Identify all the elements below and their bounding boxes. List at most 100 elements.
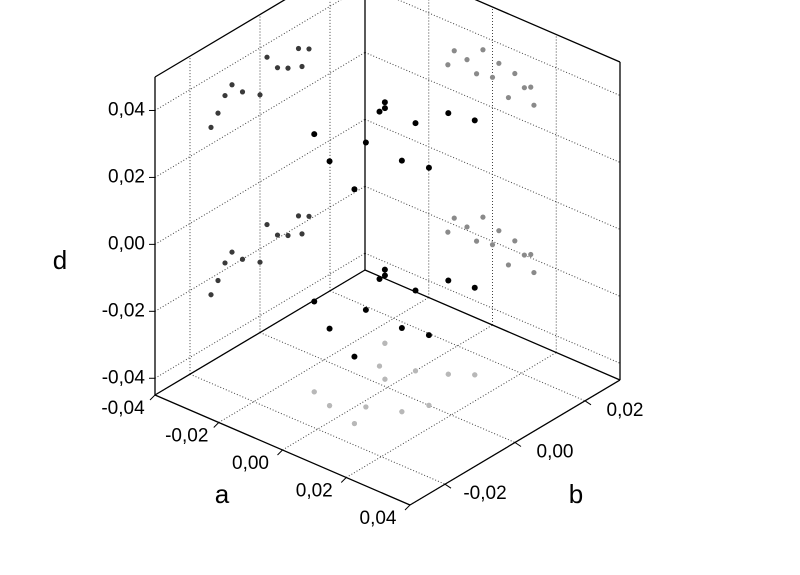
left-wall-projection [306, 213, 312, 219]
right-wall-projection [464, 57, 470, 63]
floor-projection [351, 420, 358, 427]
point [376, 108, 383, 115]
left-wall-projection [229, 82, 235, 88]
left-wall-projection [229, 249, 235, 255]
point [445, 110, 452, 117]
tick-mark [514, 442, 522, 447]
right-wall-projection [445, 229, 451, 235]
right-wall-projection [480, 47, 486, 53]
box-edge [154, 0, 286, 78]
tick-mark [213, 422, 220, 428]
point [471, 284, 478, 291]
right-wall-projection [505, 262, 512, 268]
point [381, 105, 388, 112]
right-wall-projection [521, 85, 527, 91]
right-wall-projection [528, 251, 534, 258]
right-wall-projection [464, 224, 470, 230]
tick-mark [149, 394, 156, 401]
y-tick-label: 0,02 [607, 400, 644, 421]
box-edge [154, 269, 366, 396]
point [351, 353, 358, 360]
left-wall-projection [208, 124, 214, 130]
right-wall-projection [473, 238, 480, 244]
point [471, 117, 478, 124]
grid-line [364, 185, 621, 297]
z-tick-label: 0,04 [108, 99, 145, 120]
floor-projection [326, 403, 333, 409]
z-tick-label: -0,04 [102, 367, 146, 388]
point [381, 272, 388, 279]
left-wall-projection [239, 89, 246, 95]
tick-mark [444, 483, 452, 489]
right-wall-projection [480, 214, 486, 220]
floor-projection [445, 371, 451, 377]
left-wall-projection [285, 232, 291, 239]
tick-mark [584, 400, 592, 406]
right-wall-projection [521, 252, 527, 258]
right-wall-projection [505, 94, 512, 101]
z-tick-label: 0,00 [108, 233, 145, 254]
z-tick-label: 0,02 [108, 166, 145, 187]
point [381, 266, 388, 273]
x-tick-label: 0,04 [360, 508, 397, 529]
point [398, 157, 405, 164]
floor-projection [426, 402, 432, 408]
point [425, 332, 432, 339]
left-wall-projection [264, 221, 270, 228]
left-wall-projection [208, 292, 214, 298]
left-wall-projection [285, 65, 291, 71]
point [445, 277, 452, 284]
point [351, 186, 358, 193]
left-wall-projection [274, 65, 281, 71]
x-tick-label: -0,02 [165, 426, 208, 447]
point [412, 120, 419, 127]
right-wall-projection [496, 228, 502, 234]
right-wall-projection [512, 70, 518, 77]
tick-mark [404, 504, 411, 511]
point [398, 324, 405, 331]
floor-projection [382, 376, 388, 382]
floor-projection [311, 389, 317, 395]
right-wall-projection [512, 238, 518, 244]
floor-projection [363, 404, 369, 410]
point [425, 164, 432, 171]
left-wall-projection [239, 256, 246, 262]
point [311, 298, 318, 305]
right-wall-projection [531, 269, 537, 276]
left-wall-projection [295, 213, 302, 219]
left-wall-projection [264, 54, 270, 60]
grid-line [364, 51, 621, 163]
right-wall-projection [451, 215, 457, 221]
right-wall-projection [489, 74, 496, 80]
grid-line [364, 252, 621, 364]
left-wall-projection [257, 259, 263, 265]
x-tick-label: 0,00 [232, 453, 269, 474]
x-axis-title: a [215, 479, 230, 509]
left-wall-projection [299, 231, 305, 237]
right-wall-projection [531, 102, 537, 108]
tick-mark [340, 477, 347, 483]
right-wall-projection [489, 242, 496, 248]
right-wall-projection [445, 62, 451, 68]
floor-projection [382, 340, 388, 346]
z-tick-label: -0,02 [102, 300, 145, 321]
point [381, 99, 388, 106]
left-wall-projection [295, 45, 302, 52]
left-wall-projection [257, 92, 263, 98]
y-tick-label: -0,02 [463, 483, 506, 504]
floor-projection [412, 368, 419, 374]
grid-line [345, 352, 557, 478]
grid-line [259, 332, 516, 443]
grid-line [397, 0, 621, 96]
point [412, 287, 419, 294]
point [362, 139, 369, 146]
grid-line [189, 373, 446, 485]
point [376, 276, 383, 283]
tick-mark [277, 449, 283, 456]
box-edge [364, 269, 621, 381]
floor-projection [472, 372, 478, 378]
point [311, 131, 318, 138]
right-wall-projection [451, 48, 457, 54]
